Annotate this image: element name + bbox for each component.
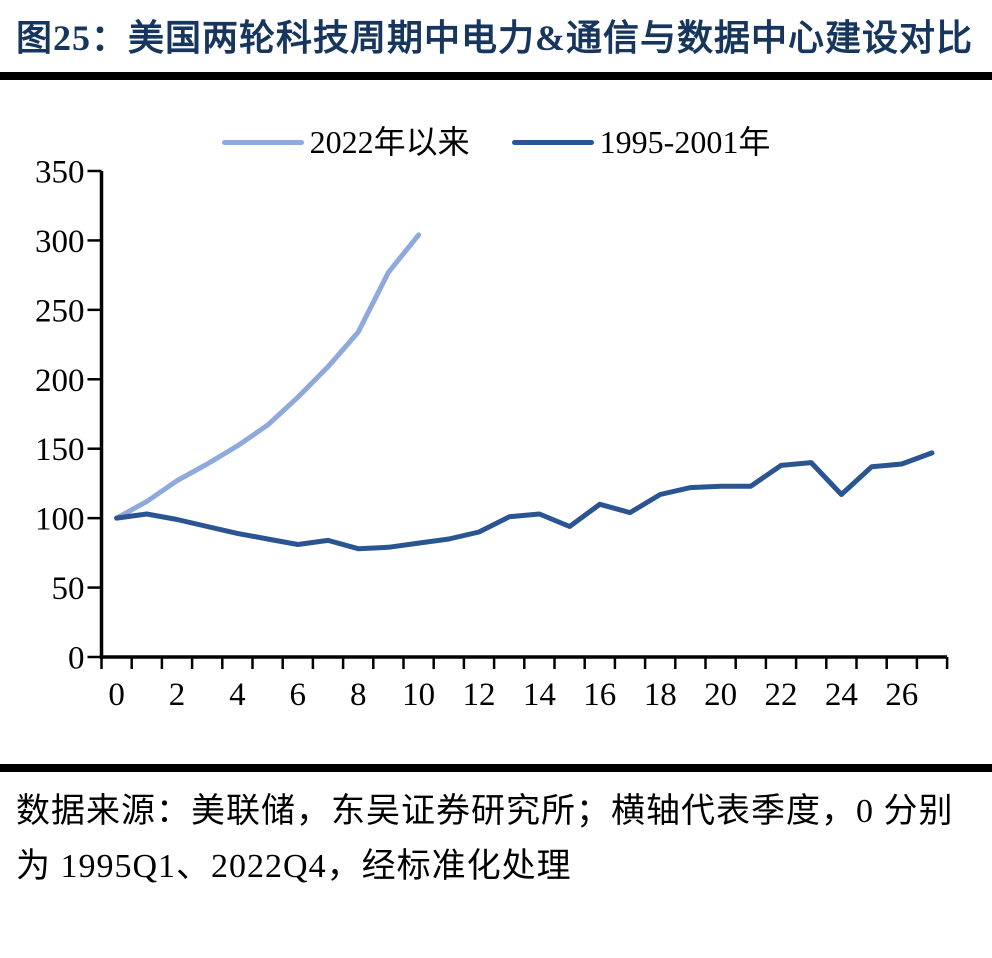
- x-tick-label: 22: [765, 677, 798, 713]
- legend-line-swatch-1995-2001: [511, 139, 594, 145]
- x-tick-label: 26: [885, 677, 918, 713]
- x-tick-label: 18: [644, 677, 677, 713]
- title-divider-rule: [0, 72, 992, 80]
- y-tick-label: 350: [35, 160, 85, 191]
- x-tick-label: 24: [825, 677, 858, 713]
- series-line-1995-2001: [114, 450, 935, 552]
- x-tick-label: 8: [350, 677, 367, 713]
- footer-divider-rule: [0, 764, 992, 772]
- y-tick-label: 300: [35, 224, 85, 260]
- y-tick-label: 250: [35, 293, 85, 329]
- y-tick-label: 0: [68, 641, 85, 677]
- data-source-note: 数据来源：美联储，东吴证券研究所；横轴代表季度，0 分别为 1995Q1、202…: [16, 793, 954, 885]
- legend-label-1995-2001: 1995-2001年: [599, 124, 771, 160]
- line-chart: 0 50 100 150 200 250 300 350 0 2 4 6 8 10 12 14 16 18 20 22…: [0, 155, 992, 722]
- x-tick-label: 14: [523, 677, 556, 713]
- legend-label-2022: 2022年以来: [309, 124, 470, 160]
- legend-item-2022: 2022年以来: [221, 124, 470, 160]
- chart-legend: 2022年以来 1995-2001年: [0, 124, 992, 160]
- legend-line-swatch-2022: [221, 139, 304, 145]
- x-tick-label: 12: [463, 677, 496, 713]
- x-tick-label: 0: [108, 677, 125, 713]
- x-tick-label: 2: [169, 677, 186, 713]
- legend-item-1995-2001: 1995-2001年: [511, 124, 771, 160]
- x-tick-label: 20: [704, 677, 737, 713]
- x-tick-label: 10: [402, 677, 435, 713]
- series-line-2022: [114, 232, 422, 521]
- figure-title: 图25：美国两轮科技周期中电力&通信与数据中心建设对比: [16, 18, 973, 58]
- y-tick-label: 50: [52, 571, 85, 607]
- x-tick-label: 4: [229, 677, 246, 713]
- y-tick-label: 200: [35, 363, 85, 399]
- y-tick-label: 100: [35, 502, 85, 538]
- x-tick-label: 16: [583, 677, 616, 713]
- x-tick-label: 6: [290, 677, 307, 713]
- y-tick-label: 150: [35, 432, 85, 468]
